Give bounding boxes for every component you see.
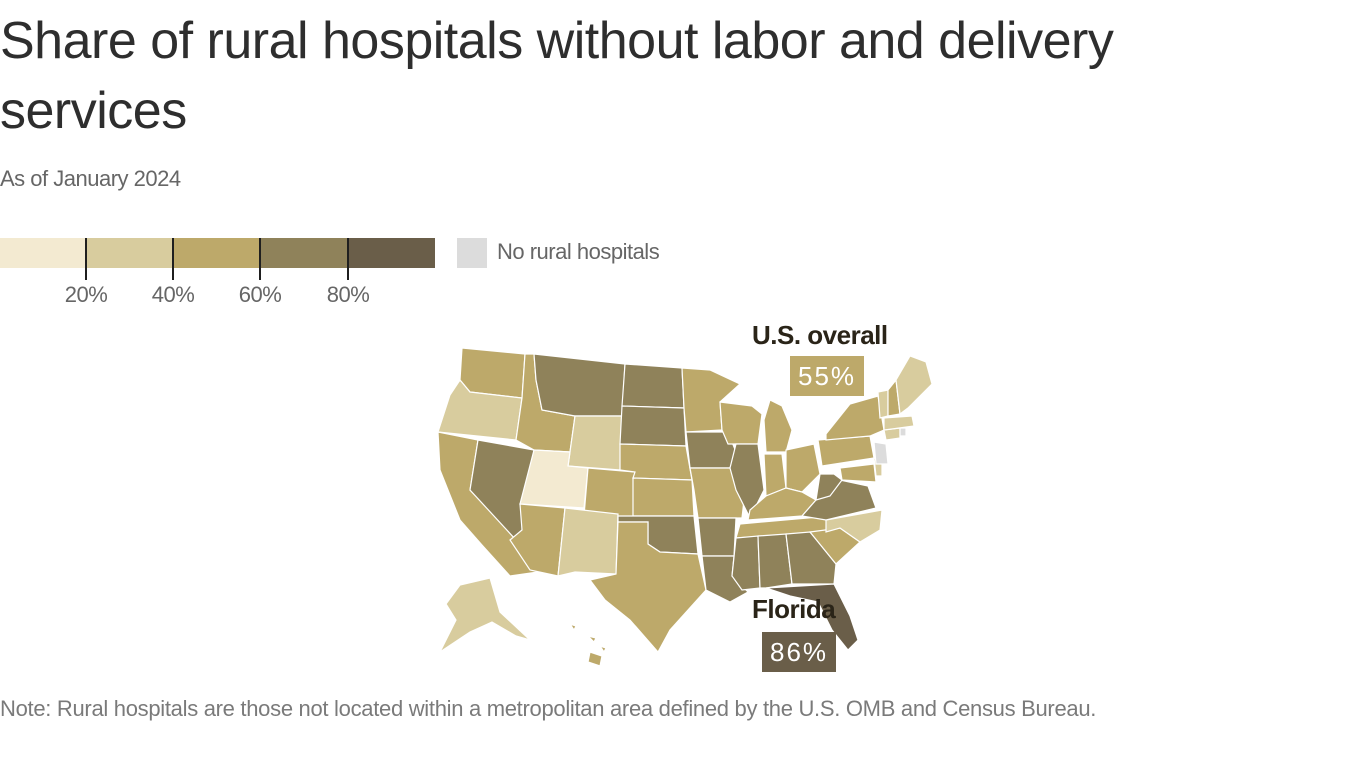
no-data-swatch — [457, 238, 487, 268]
state-wv — [815, 473, 843, 501]
legend-tick-80 — [347, 238, 349, 280]
legend-tick-label: 40% — [151, 282, 195, 307]
state-ky — [747, 487, 817, 521]
us-overall-label: U.S. overall — [752, 320, 888, 350]
state-vt — [877, 389, 889, 419]
state-sd — [619, 405, 687, 447]
state-ny — [825, 395, 885, 441]
state-hi — [568, 622, 607, 667]
state-wy — [567, 415, 623, 471]
legend-bin-20-40 — [87, 238, 174, 268]
legend-tick-40 — [172, 238, 174, 280]
legend-bin-60-80 — [261, 238, 348, 268]
map-svg — [437, 347, 933, 667]
florida-value: 86% — [762, 632, 837, 672]
legend-tick-20 — [85, 238, 87, 280]
state-tx — [588, 521, 707, 654]
florida-label: Florida — [752, 594, 836, 624]
state-nc — [825, 509, 883, 543]
us-choropleth-map — [430, 340, 950, 670]
no-data-label: No rural hospitals — [497, 239, 660, 264]
state-al — [757, 533, 793, 589]
state-ks — [632, 477, 695, 517]
footer-note: Note: Rural hospitals are those not loca… — [0, 696, 1097, 721]
state-mt — [533, 353, 626, 417]
state-ga — [785, 531, 837, 585]
legend-tick-label: 80% — [326, 282, 370, 307]
state-ak — [438, 577, 531, 654]
state-nd — [621, 363, 685, 409]
state-wa — [459, 347, 526, 399]
state-wi — [719, 401, 763, 445]
state-ms — [731, 535, 761, 591]
legend-tick-label: 20% — [64, 282, 108, 307]
state-mi — [763, 399, 793, 453]
state-oh — [785, 443, 821, 493]
state-nj — [873, 441, 889, 465]
state-me — [895, 355, 933, 416]
legend-bin-40-60 — [174, 238, 261, 268]
chart-subtitle: As of January 2024 — [0, 166, 181, 191]
legend-bin-0-20 — [0, 238, 87, 268]
state-md — [839, 463, 877, 483]
state-ar — [697, 517, 737, 557]
state-nm — [557, 507, 619, 577]
legend-bin-80-100 — [348, 238, 435, 268]
us-overall-value: 55% — [790, 356, 865, 396]
state-ri — [899, 427, 907, 437]
chart-title: Share of rural hospitals without labor a… — [0, 12, 1114, 140]
legend-tick-label: 60% — [238, 282, 282, 307]
state-ma — [883, 415, 915, 431]
legend-tick-60 — [259, 238, 261, 280]
color-legend: 20% 40% 60% 80% No rural hospitals — [0, 238, 760, 308]
